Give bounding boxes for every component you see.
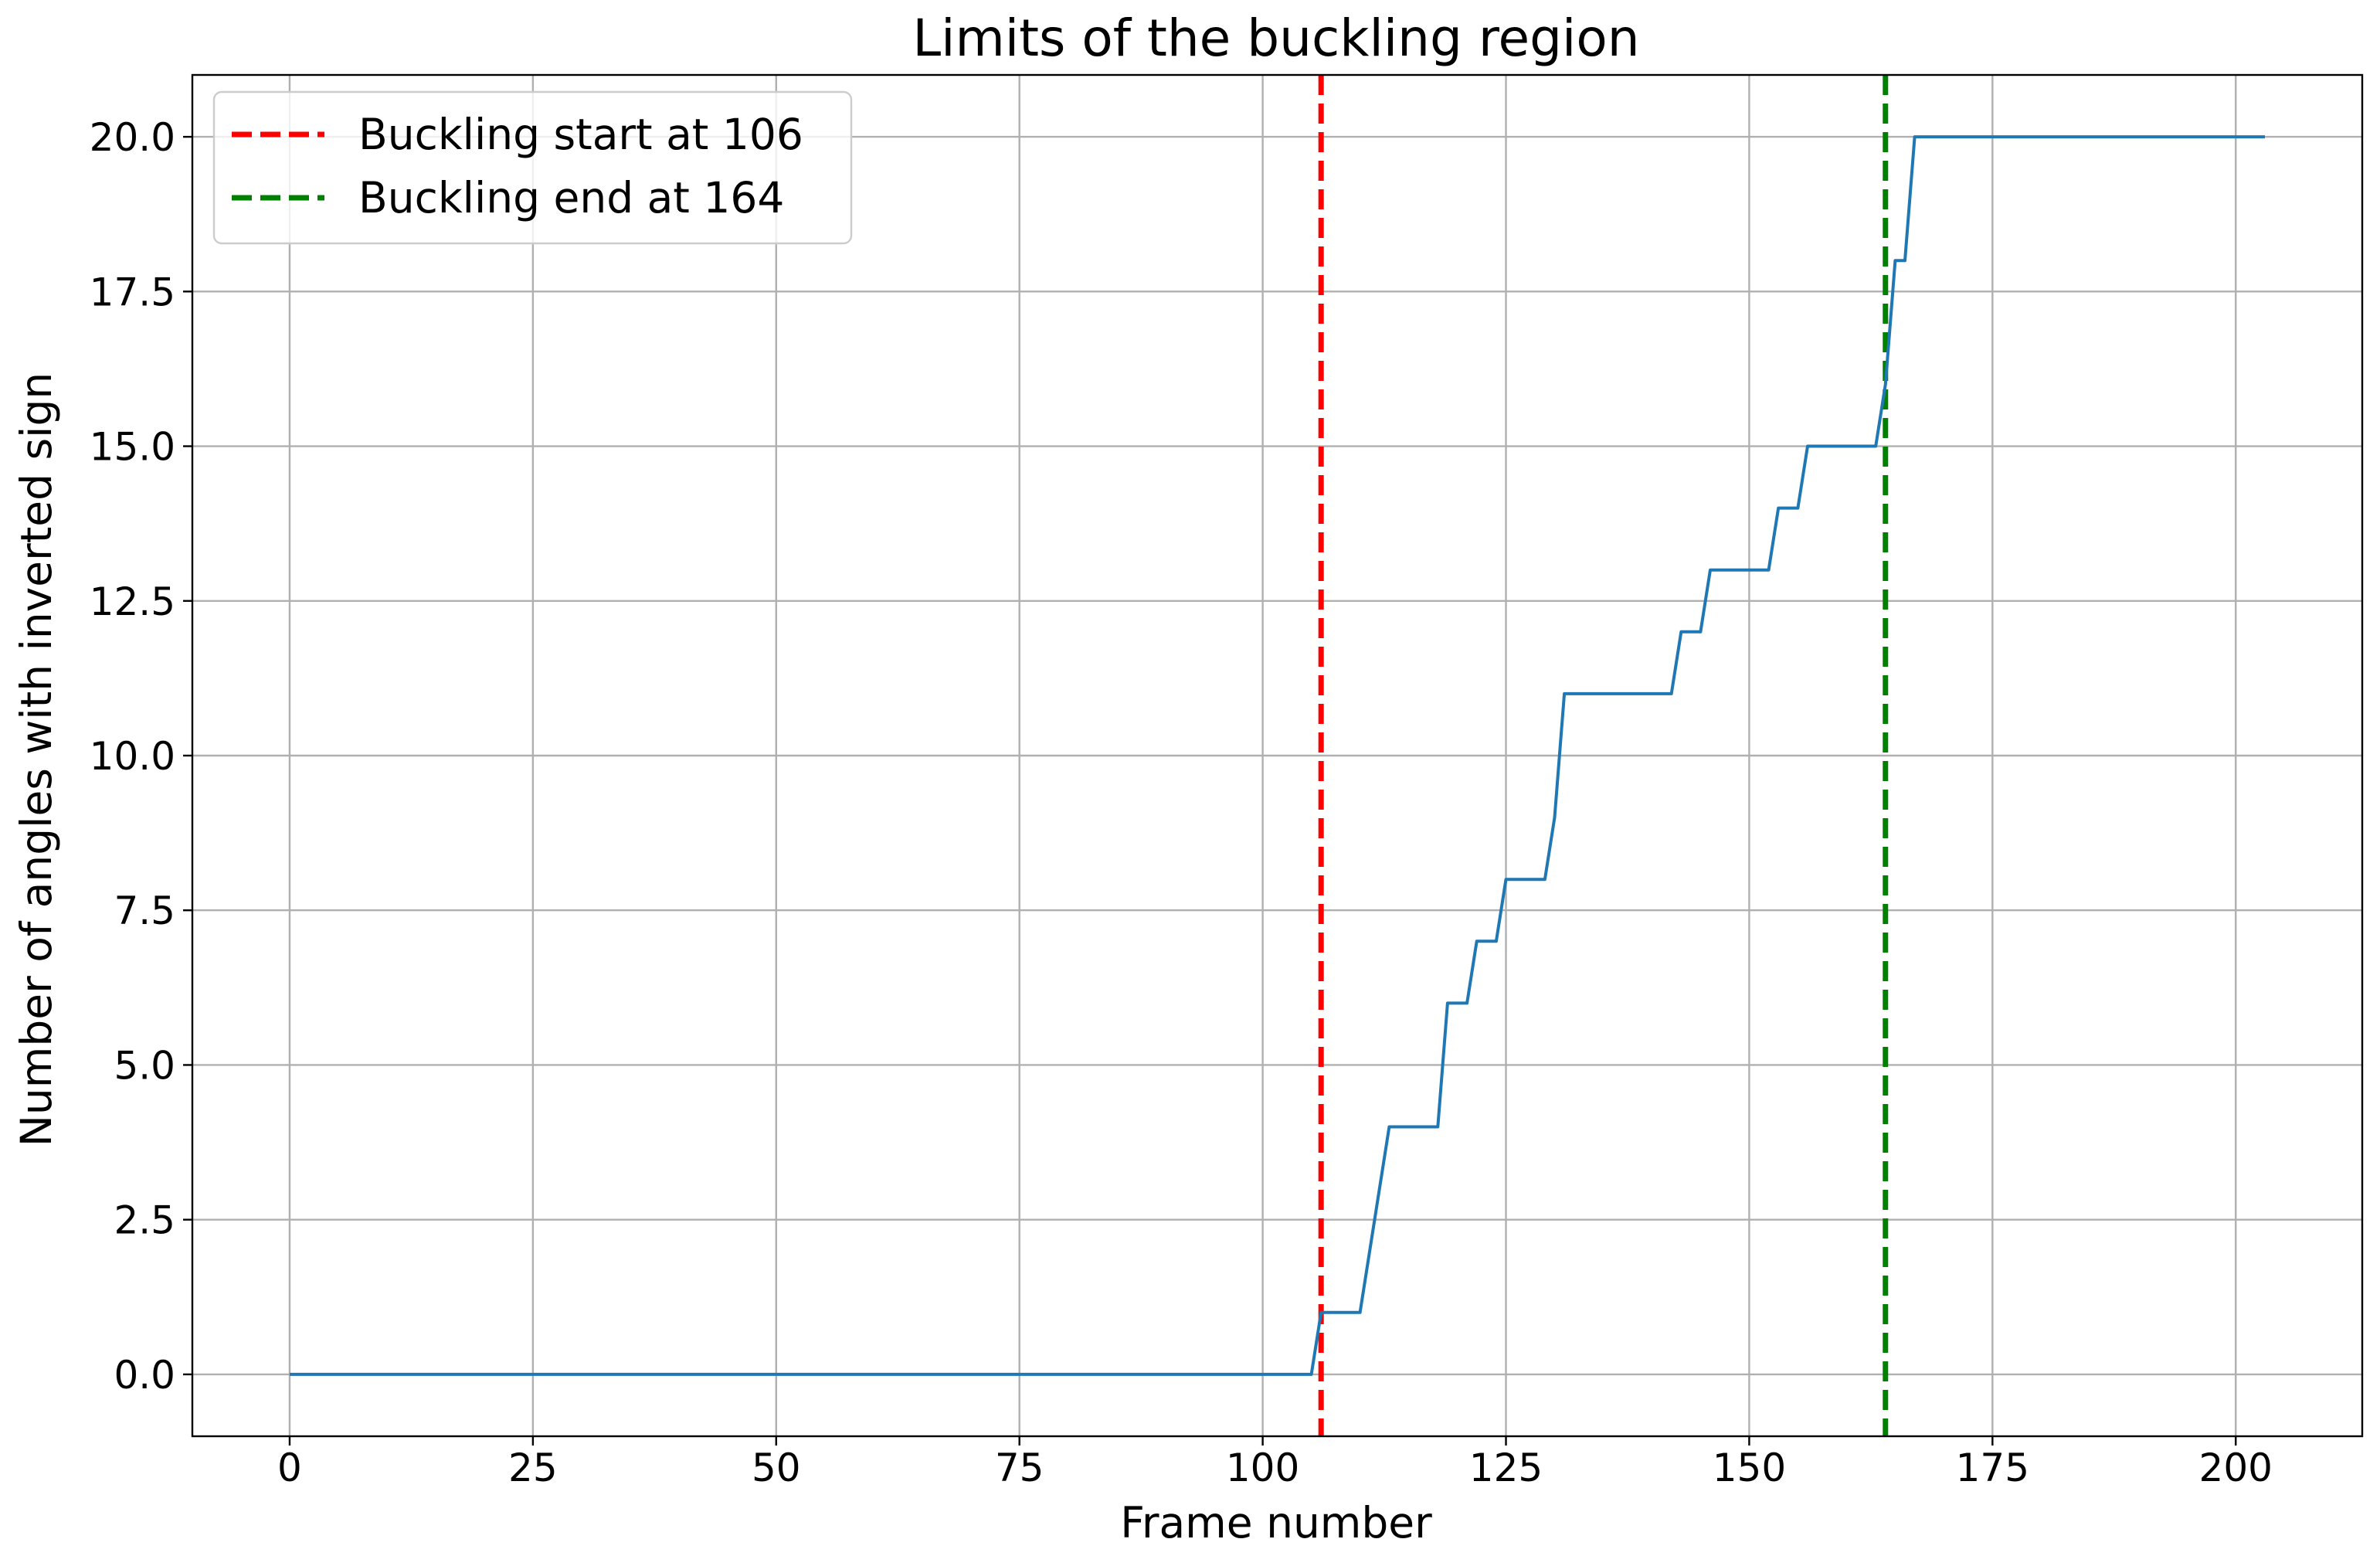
grid (192, 75, 2362, 1436)
x-tick-label: 25 (508, 1446, 558, 1490)
legend-label-end: Buckling end at 164 (358, 173, 784, 223)
y-tick-label: 10.0 (90, 734, 175, 779)
x-axis-ticks: 0 25 50 75 100 125 150 175 200 (277, 1436, 2273, 1490)
x-tick-label: 150 (1713, 1446, 1786, 1490)
x-tick-label: 75 (995, 1446, 1044, 1490)
y-tick-label: 12.5 (90, 579, 175, 624)
reference-lines (1318, 75, 1889, 1436)
x-tick-label: 0 (277, 1446, 302, 1490)
legend: Buckling start at 106 Buckling end at 16… (212, 90, 853, 245)
y-axis-ticks: 0.0 2.5 5.0 7.5 10.0 12.5 15.0 17.5 20.0 (90, 115, 192, 1398)
y-tick-label: 17.5 (90, 270, 175, 314)
legend-label-start: Buckling start at 106 (358, 110, 803, 159)
y-tick-label: 20.0 (90, 115, 175, 160)
y-tick-label: 7.5 (114, 888, 175, 933)
series-line (290, 135, 2265, 1376)
x-axis-label: Frame number (1120, 1498, 1432, 1548)
x-tick-label: 100 (1226, 1446, 1299, 1490)
y-tick-label: 15.0 (90, 425, 175, 470)
y-tick-label: 2.5 (114, 1198, 175, 1243)
y-tick-label: 5.0 (114, 1043, 175, 1088)
x-tick-label: 200 (2199, 1446, 2273, 1490)
legend-box (212, 90, 853, 245)
x-tick-label: 50 (752, 1446, 801, 1490)
x-tick-label: 175 (1956, 1446, 2029, 1490)
x-tick-label: 125 (1469, 1446, 1543, 1490)
chart-title: Limits of the buckling region (912, 8, 1639, 68)
y-tick-label: 0.0 (114, 1353, 175, 1398)
y-axis-label: Number of angles with inverted sign (12, 372, 61, 1147)
series-group (290, 135, 2265, 1376)
